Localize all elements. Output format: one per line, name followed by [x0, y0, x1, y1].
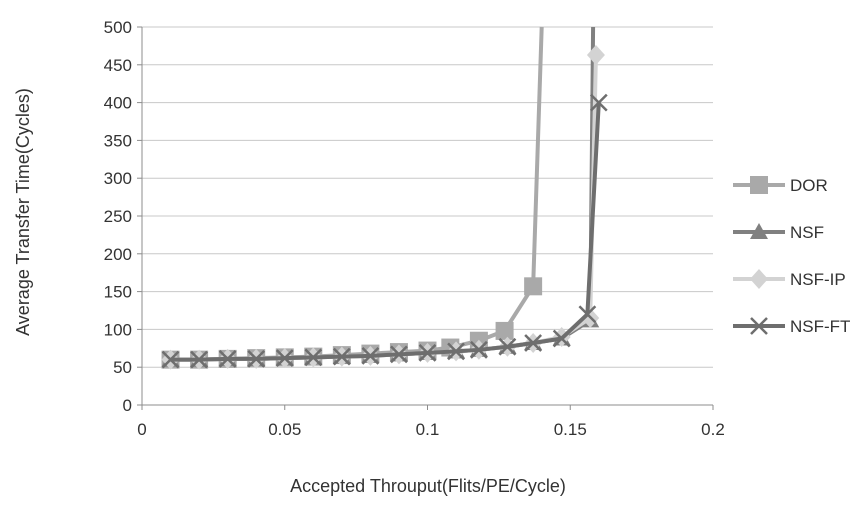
- legend-item-nsf: NSF: [733, 223, 824, 242]
- y-tick-label: 200: [104, 245, 132, 264]
- y-tick-label: 150: [104, 283, 132, 302]
- x-tick-label: 0.05: [268, 420, 301, 439]
- legend-marker: [750, 176, 768, 194]
- legend-label: NSF: [790, 223, 824, 242]
- x-tick-label: 0.15: [554, 420, 587, 439]
- data-point: [332, 347, 351, 366]
- data-point: [524, 334, 543, 352]
- y-axis-title: Average Transfer Time(Cycles): [13, 88, 33, 336]
- data-point: [498, 337, 517, 356]
- legend: DOR NSF NSF-IP NSF-FT: [733, 176, 850, 336]
- data-point: [418, 343, 437, 362]
- data-point: [190, 350, 208, 369]
- data-point: [495, 321, 514, 340]
- legend-marker: [750, 317, 768, 335]
- data-point: [470, 340, 488, 359]
- y-tick-label: 0: [123, 396, 132, 415]
- legend-label: NSF-FT: [790, 317, 850, 336]
- y-tick-label: 400: [104, 94, 132, 113]
- data-point: [589, 93, 608, 112]
- data-point: [218, 350, 237, 368]
- data-point: [161, 350, 180, 369]
- x-tick-label: 0.1: [416, 420, 440, 439]
- y-tick-label: 100: [104, 320, 132, 339]
- data-point: [524, 277, 543, 296]
- data-point: [275, 349, 294, 368]
- y-tick-label: 450: [104, 56, 132, 75]
- data-point: [304, 348, 323, 367]
- legend-marker: [750, 269, 768, 289]
- data-point: [586, 44, 605, 65]
- axes: 0 50 100 150 200 250 300 350 400 450 500 0 0.05 0.1 0.…: [104, 18, 725, 439]
- y-tick-label: 350: [104, 131, 132, 150]
- legend-item-nsf-ft: NSF-FT: [733, 317, 850, 336]
- data-point: [247, 350, 266, 368]
- legend-label: NSF-IP: [790, 270, 846, 289]
- y-tick-label: 300: [104, 169, 132, 188]
- y-tick-label: 250: [104, 207, 132, 226]
- legend-label: DOR: [790, 176, 828, 195]
- legend-item-dor: DOR: [733, 176, 828, 195]
- data-point: [578, 305, 597, 324]
- data-point: [361, 346, 380, 365]
- series-nsf-ft: [161, 93, 608, 369]
- series-line: [170, 54, 598, 362]
- series-dor: [161, 26, 544, 369]
- data-point: [552, 329, 571, 348]
- y-tick-label: 500: [104, 18, 132, 37]
- series-line: [170, 26, 544, 362]
- series-line: [170, 26, 596, 362]
- series-nsf: [161, 26, 600, 367]
- legend-marker: [750, 223, 768, 239]
- x-tick-label: 0.2: [701, 420, 725, 439]
- legend-item-nsf-ip: NSF-IP: [733, 269, 846, 289]
- y-tick-label: 50: [113, 358, 132, 377]
- data-point: [390, 345, 408, 364]
- x-tick-label: 0: [137, 420, 146, 439]
- data-point: [447, 342, 465, 361]
- gridlines: [142, 26, 713, 406]
- data-series: [161, 26, 608, 370]
- x-axis-title: Accepted Throuput(Flits/PE/Cycle): [290, 476, 566, 496]
